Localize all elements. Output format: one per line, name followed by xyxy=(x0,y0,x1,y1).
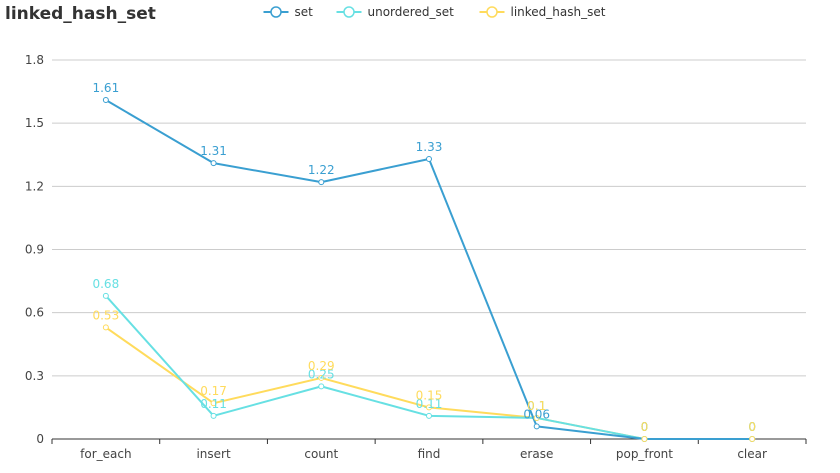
data-label: 1.22 xyxy=(308,163,335,177)
legend-marker-icon xyxy=(486,6,498,18)
data-point[interactable] xyxy=(318,383,325,390)
data-label: 0.29 xyxy=(308,359,335,373)
data-label: 0 xyxy=(748,420,756,434)
data-point[interactable] xyxy=(533,414,540,421)
data-point[interactable] xyxy=(426,155,432,162)
x-tick-label: for_each xyxy=(80,447,131,461)
data-point[interactable] xyxy=(641,436,648,442)
series-lines xyxy=(102,97,756,442)
data-point[interactable] xyxy=(533,423,540,430)
data-label: 0.06 xyxy=(523,407,550,421)
data-point[interactable] xyxy=(749,436,756,442)
legend-item-linked-hash-set[interactable]: linked_hash_set xyxy=(479,5,606,19)
x-tick-label: count xyxy=(304,447,338,461)
y-tick-label: 1.5 xyxy=(25,116,44,130)
data-label: 0.11 xyxy=(416,397,443,411)
legend-marker-icon xyxy=(270,6,282,18)
legend-marker-icon xyxy=(343,6,355,18)
data-label: 0.1 xyxy=(527,399,546,413)
x-tick-label: insert xyxy=(196,447,231,461)
y-tick-label: 1.2 xyxy=(25,179,44,193)
data-label: 1.33 xyxy=(416,140,443,154)
data-label: 0.17 xyxy=(200,384,227,398)
data-point[interactable] xyxy=(102,292,109,299)
data-point[interactable] xyxy=(426,412,432,419)
data-label: 0 xyxy=(748,420,756,434)
legend-label: linked_hash_set xyxy=(511,5,606,19)
data-label: 0 xyxy=(641,420,649,434)
data-labels: 1.611.311.221.330.060 00.680.110.250.11 0.… xyxy=(92,81,755,434)
legend-item-set[interactable]: set xyxy=(263,5,314,19)
x-tick-label: erase xyxy=(520,447,553,461)
data-label: 0 xyxy=(641,420,649,434)
data-point[interactable] xyxy=(318,374,325,381)
data-label: 0.25 xyxy=(308,367,335,381)
legend-label: set xyxy=(295,5,314,19)
data-point[interactable] xyxy=(210,400,217,407)
x-tick-label: find xyxy=(418,447,441,461)
data-point[interactable] xyxy=(102,97,109,104)
y-tick-label: 0.6 xyxy=(25,306,44,320)
data-label: 1.61 xyxy=(92,81,119,95)
legend-item-unordered-set[interactable]: unordered_set xyxy=(336,5,455,19)
legend-label: unordered_set xyxy=(368,5,455,19)
grid-lines xyxy=(52,59,806,377)
data-point[interactable] xyxy=(210,412,217,419)
data-point[interactable] xyxy=(102,324,109,331)
x-tick-label: pop_front xyxy=(616,447,673,461)
data-label: 1.31 xyxy=(200,144,227,158)
data-point[interactable] xyxy=(318,179,325,186)
data-label: 0.15 xyxy=(416,388,443,402)
data-label: 0 xyxy=(748,420,756,434)
y-tick-label: 0.3 xyxy=(25,369,44,383)
series-line-linked-hash-set xyxy=(105,326,753,440)
data-point[interactable] xyxy=(426,404,432,411)
x-tick-label: clear xyxy=(737,447,767,461)
axes: 0 0.3 0.6 0.9 1.2 1.5 1.8 for_each insert count fi… xyxy=(25,53,807,461)
legend[interactable]: set unordered_set linked_hash_set xyxy=(263,5,606,19)
y-tick-label: 0 xyxy=(36,432,44,446)
data-label: 0.68 xyxy=(92,277,119,291)
data-label: 0.53 xyxy=(92,308,119,322)
data-label: 0.1 xyxy=(527,399,546,413)
chart-title: linked_hash_set xyxy=(5,4,156,24)
y-tick-label: 0.9 xyxy=(25,243,44,257)
data-label: 0.11 xyxy=(200,397,227,411)
y-tick-label: 1.8 xyxy=(25,53,44,67)
data-point[interactable] xyxy=(210,160,217,167)
data-label: 0 xyxy=(641,420,649,434)
